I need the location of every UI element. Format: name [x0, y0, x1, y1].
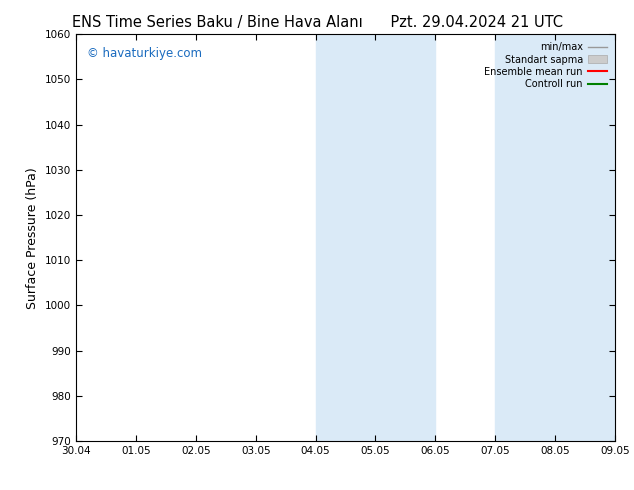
Text: © havaturkiye.com: © havaturkiye.com: [87, 47, 202, 59]
Y-axis label: Surface Pressure (hPa): Surface Pressure (hPa): [27, 167, 39, 309]
Bar: [375, 34, 436, 441]
Bar: [555, 34, 615, 441]
Bar: [495, 34, 555, 441]
Bar: [316, 34, 375, 441]
Legend: min/max, Standart sapma, Ensemble mean run, Controll run: min/max, Standart sapma, Ensemble mean r…: [481, 39, 610, 92]
Text: ENS Time Series Baku / Bine Hava Alanı      Pzt. 29.04.2024 21 UTC: ENS Time Series Baku / Bine Hava Alanı P…: [72, 15, 562, 30]
